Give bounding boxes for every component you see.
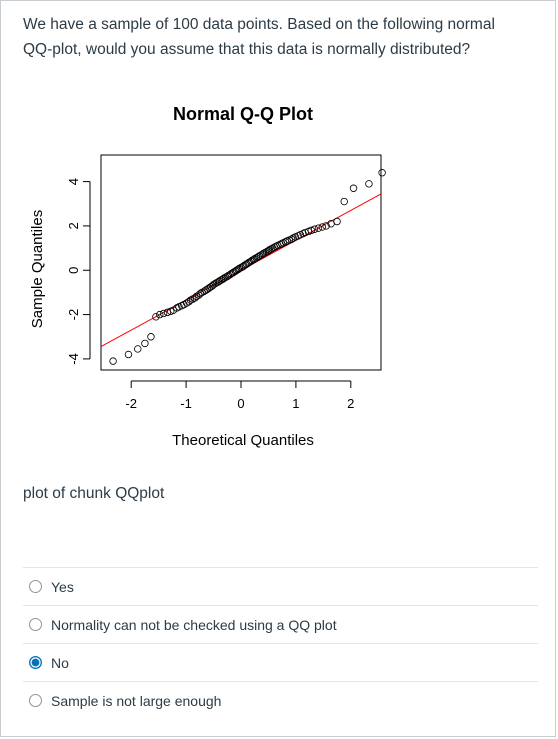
qq-point (185, 298, 193, 306)
question-line-1: We have a sample of 100 data points. Bas… (23, 16, 495, 33)
y-tick-label: 2 (66, 222, 81, 229)
qq-point (147, 333, 155, 341)
qq-point (322, 222, 330, 230)
reference-line (100, 193, 382, 347)
qq-point (287, 235, 296, 243)
y-tick-label: -2 (66, 309, 81, 321)
answer-label-normality-cannot-be-checked: Normality can not be checked using a QQ … (51, 616, 337, 633)
qq-point (333, 217, 341, 226)
y-axis-label: Sample Quantiles (29, 210, 46, 328)
x-tick-label: 0 (237, 396, 244, 411)
qq-point (141, 339, 149, 348)
qq-point (159, 309, 168, 318)
qq-point (134, 345, 142, 353)
qq-point (124, 350, 133, 359)
answer-label-no: No (51, 654, 69, 671)
qq-point (156, 310, 164, 319)
answer-label-yes: Yes (51, 578, 74, 595)
x-axis-label: Theoretical Quantiles (172, 432, 314, 449)
answer-option-yes[interactable]: Yes (23, 567, 538, 605)
plot-frame (100, 154, 382, 371)
x-tick-label: -2 (125, 396, 137, 411)
answer-option-sample-not-large-enough[interactable]: Sample is not large enough (23, 681, 538, 719)
qq-point (340, 197, 348, 206)
plot-caption: plot of chunk QQplot (23, 485, 165, 502)
qq-point (152, 313, 160, 321)
question-line-2: QQ-plot, would you assume that this data… (23, 41, 471, 58)
qq-point (196, 289, 205, 298)
radio-button-yes[interactable] (29, 580, 42, 593)
radio-button-no[interactable] (29, 656, 42, 669)
qq-point (307, 226, 315, 235)
answer-list: Yes Normality can not be checked using a… (23, 567, 538, 719)
x-tick-label: 1 (292, 396, 299, 411)
answer-option-normality-cannot-be-checked[interactable]: Normality can not be checked using a QQ … (23, 605, 538, 643)
qq-point (349, 184, 358, 192)
x-tick-label: 2 (347, 396, 354, 411)
y-tick-label: -4 (66, 353, 81, 365)
qq-point (310, 225, 319, 233)
qq-point (378, 169, 386, 177)
qq-plot-svg: Normal Q-Q Plot Sample Quantiles Theoret… (29, 104, 386, 449)
y-tick-label: 4 (66, 178, 81, 185)
radio-button-sample-not-large-enough[interactable] (29, 694, 42, 707)
y-tick-label: 0 (66, 267, 81, 274)
qq-point (281, 238, 290, 246)
qq-point (365, 180, 373, 188)
answer-option-no[interactable]: No (23, 643, 538, 681)
qq-point (314, 224, 323, 232)
qq-plot: Normal Q-Q Plot Sample Quantiles Theoret… (1, 91, 421, 461)
qq-point (318, 223, 326, 231)
x-tick-label: -1 (180, 396, 192, 411)
answer-label-sample-not-large-enough: Sample is not large enough (51, 692, 222, 709)
chart-title: Normal Q-Q Plot (173, 104, 313, 124)
question-text: We have a sample of 100 data points. Bas… (23, 12, 523, 62)
plot-layer: -2 -1 0 1 2 -4 -2 0 2 4 (66, 169, 386, 411)
radio-button-normality-cannot-be-checked[interactable] (29, 618, 42, 631)
qq-point (109, 357, 117, 365)
